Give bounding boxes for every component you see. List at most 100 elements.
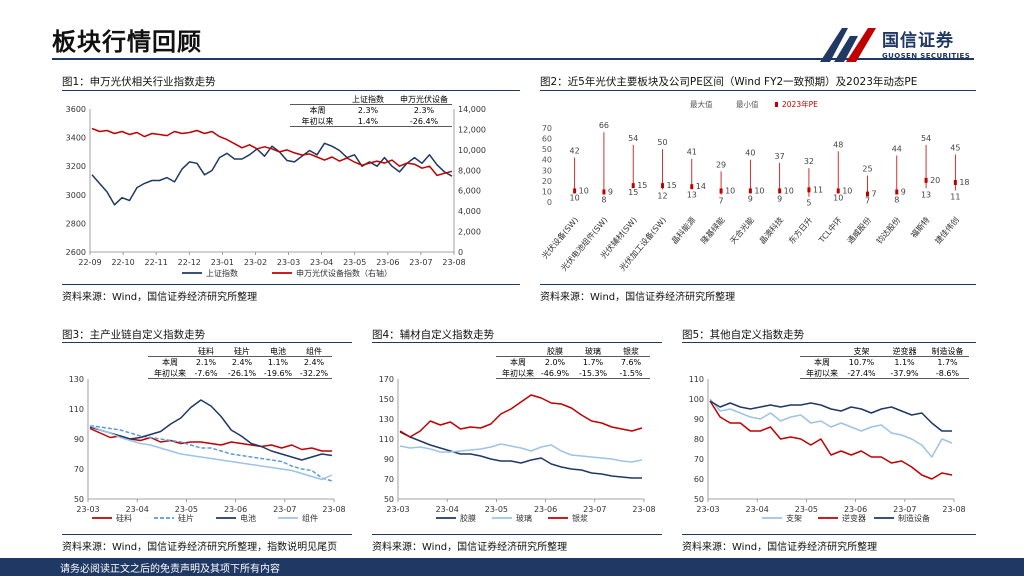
fig2-max-label: 29 <box>716 160 726 169</box>
fig1-source-rule <box>62 284 520 285</box>
fig2-min-label: 9 <box>777 194 782 203</box>
fig2-title: 图2：近5年光伏主要板块及公司PE区间（Wind FY2一致预期）及2023年动… <box>540 76 918 88</box>
fig5-legend-label: 制造设备 <box>898 513 930 523</box>
fig1-xtick-label: 22-09 <box>78 258 101 267</box>
fig3-ytick-label: 50 <box>74 495 84 504</box>
fig2-pe-label: 9 <box>901 187 906 196</box>
fig5-ytick-label: 80 <box>694 435 704 444</box>
fig4-legend-label: 胶膜 <box>460 513 476 523</box>
fig5-ytick-label: 90 <box>694 415 704 424</box>
fig3-table-cell: 2.4% <box>232 358 253 367</box>
fig2-pe-marker <box>573 188 577 194</box>
fig1-chart: 3600 3400 3200 3000 2800 2600 14,000 12,000 10,0… <box>66 94 486 278</box>
fig3-table-cell: 年初以来 <box>154 368 186 378</box>
fig2-ytick-label: 20 <box>542 177 552 186</box>
fig5-table-cell: 1.1% <box>894 358 915 367</box>
fig4-xtick-label: 23-07 <box>583 505 606 514</box>
fig2-category-label: 通威股份 <box>845 215 873 246</box>
fig5-table-header: 逆变器 <box>893 346 917 356</box>
fig2-min-label: 8 <box>894 196 899 205</box>
fig1-table-cell: 1.4% <box>358 117 379 126</box>
fig4-title-rule <box>372 342 662 343</box>
fig5-legend-label: 逆变器 <box>842 513 866 523</box>
fig5-xtick-label: 23-06 <box>844 505 867 514</box>
fig2-pe-marker <box>631 183 635 189</box>
fig4-ytick-label: 50 <box>384 495 394 504</box>
fig2-pe-label: 7 <box>872 190 877 199</box>
fig1-xtick-label: 23-06 <box>376 258 399 267</box>
fig3-title: 图3：主产业链自定义指数走势 <box>62 329 206 341</box>
fig2-pe-marker <box>924 177 928 183</box>
fig3-ytick-label: 130 <box>69 375 84 384</box>
fig2-pe-marker <box>778 188 782 194</box>
fig2-max-label: 32 <box>804 157 814 166</box>
fig1-ytick-right-label: 6,000 <box>458 187 481 196</box>
fig2-pe-label: 14 <box>696 182 706 191</box>
fig2-max-label: 41 <box>687 148 697 157</box>
fig2-min-label: 9 <box>748 194 753 203</box>
fig2-min-label: 8 <box>601 196 606 205</box>
fig3-xtick-label: 23-08 <box>322 505 345 514</box>
fig3-series-4-line <box>89 424 333 481</box>
fig2-pe-label: 10 <box>754 186 764 195</box>
fig3-table-header: 组件 <box>306 346 322 356</box>
fig5-source: 资料来源：Wind，国信证券经济研究所整理 <box>682 542 878 553</box>
fig5-table-cell: 年初以来 <box>806 368 838 378</box>
fig4-xtick-label: 23-06 <box>534 505 557 514</box>
fig5-table-cell: -37.9% <box>890 369 919 378</box>
fig2-source: 资料来源：Wind，国信证券经济研究所整理 <box>540 292 736 303</box>
fig2-max-label: 44 <box>892 144 902 153</box>
fig2-pe-marker <box>602 189 606 195</box>
page-title: 板块行情回顾 <box>52 28 202 56</box>
fig2-category-label: 东方日升 <box>786 215 814 246</box>
fig1-ytick-right-label: 2,000 <box>458 228 481 237</box>
fig2-pe-marker <box>719 188 723 194</box>
fig2-min-label: 10 <box>570 193 580 202</box>
fig2-ytick-label: 60 <box>542 135 552 144</box>
fig3-table-cell: 1.1% <box>268 358 289 367</box>
fig5-series-2-line <box>709 400 953 480</box>
fig4-series-1-line <box>399 431 642 479</box>
fig2-min-label: 10 <box>833 193 843 202</box>
fig5-title-rule <box>682 342 976 343</box>
fig2-min-label: 13 <box>687 190 697 199</box>
fig2-min-label: 15 <box>628 188 638 197</box>
fig4-table-cell: 1.7% <box>583 358 604 367</box>
fig4-table-cell: 本周 <box>510 357 526 367</box>
fig2-legend-label: 2023年PE <box>782 99 818 109</box>
fig3-table-cell: 本周 <box>162 357 178 367</box>
fig4-title: 图4：辅材自定义指数走势 <box>372 329 495 341</box>
fig3-table-header: 电池 <box>270 346 286 356</box>
fig3-title-rule <box>62 342 352 343</box>
fig5-xtick-label: 23-08 <box>942 505 965 514</box>
fig2-category-label: 天合光能 <box>728 215 756 246</box>
fig1-legend-label: 上证指数 <box>206 268 238 278</box>
fig2-ytick-label: 50 <box>542 145 552 154</box>
fig2-ytick-label: 70 <box>542 124 552 133</box>
fig4-table-header: 银浆 <box>623 346 639 356</box>
fig3-xtick-label: 23-07 <box>273 505 296 514</box>
fig2-pe-marker <box>807 187 811 193</box>
fig2-pe-label: 18 <box>959 178 969 187</box>
fig3-legend-label: 硅料 <box>116 513 132 523</box>
fig4-xtick-label: 23-04 <box>436 505 459 514</box>
fig3-series-3-line <box>89 399 333 461</box>
fig2-max-label: 25 <box>862 165 872 174</box>
fig2-category-label: 晶科能源 <box>669 215 697 246</box>
fig5-series-3-line <box>709 400 952 432</box>
fig1-ytick-right-label: 0 <box>458 248 463 257</box>
fig2-category-label: 捷佳伟创 <box>933 215 961 246</box>
fig5-table-header: 制造设备 <box>932 346 964 356</box>
fig1-title: 图1：申万光伏相关行业指数走势 <box>62 76 216 88</box>
fig1-xtick-label: 23-07 <box>409 258 432 267</box>
fig1-ytick-right-label: 10,000 <box>458 146 486 155</box>
fig5-table-cell: 1.7% <box>937 358 958 367</box>
fig2-max-label: 45 <box>950 143 960 152</box>
fig1-xtick-label: 23-02 <box>244 258 267 267</box>
fig2-min-label: 13 <box>921 190 931 199</box>
fig2-min-label: 11 <box>950 192 960 201</box>
fig2-max-label: 54 <box>628 134 638 143</box>
fig2-max-label: 66 <box>599 121 609 130</box>
fig1-xtick-label: 22-11 <box>145 258 168 267</box>
